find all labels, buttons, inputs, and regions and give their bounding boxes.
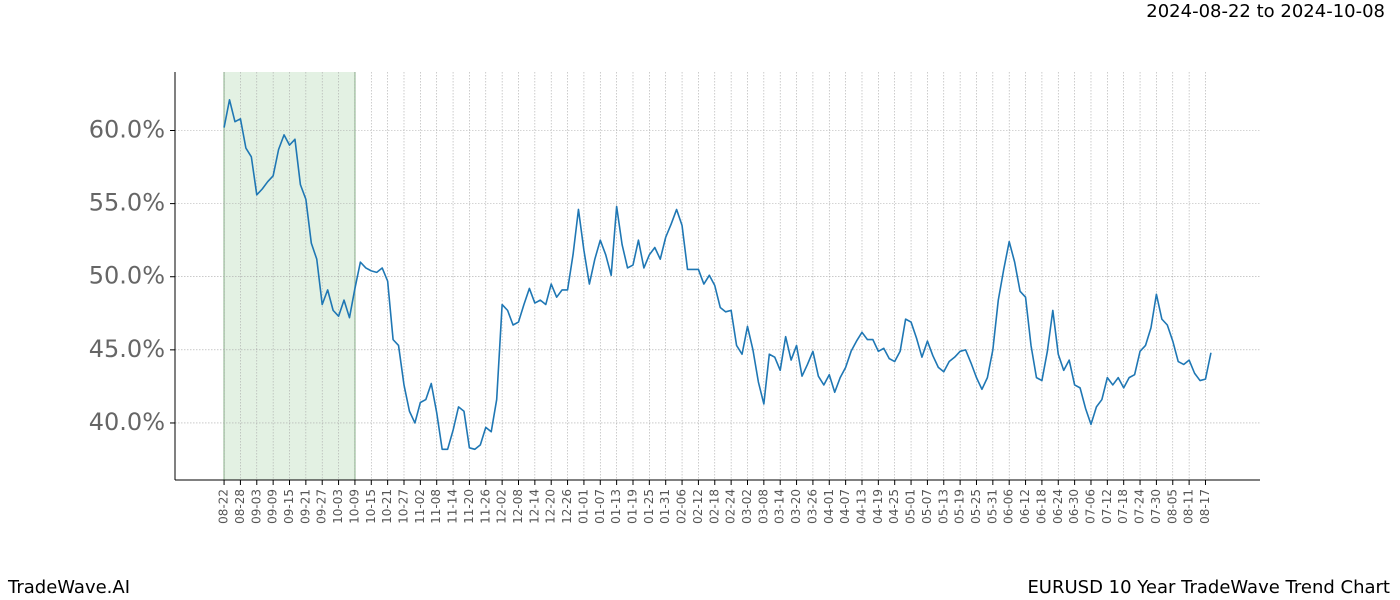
x-tick-label: 06-18	[1034, 489, 1048, 524]
x-tick-label: 11-02	[413, 489, 427, 524]
x-tick-label: 08-22	[217, 489, 231, 524]
x-tick-label: 12-20	[544, 489, 558, 524]
x-tick-label: 01-31	[658, 489, 672, 524]
x-tick-label: 01-25	[642, 489, 656, 524]
y-tick-label: 45.0%	[89, 335, 165, 363]
x-tick-label: 01-07	[593, 489, 607, 524]
x-tick-label: 07-30	[1149, 489, 1163, 524]
x-tick-label: 05-31	[985, 489, 999, 524]
x-tick-label: 06-12	[1018, 489, 1032, 524]
x-tick-label: 03-20	[789, 489, 803, 524]
y-tick-label: 50.0%	[89, 262, 165, 290]
x-tick-label: 07-18	[1116, 489, 1130, 524]
x-tick-label: 04-13	[854, 489, 868, 524]
y-tick-label: 40.0%	[89, 408, 165, 436]
x-tick-label: 05-19	[953, 489, 967, 524]
x-tick-label: 03-14	[773, 489, 787, 524]
x-tick-label: 08-05	[1165, 489, 1179, 524]
x-tick-label: 05-07	[920, 489, 934, 524]
y-tick-label: 60.0%	[89, 115, 165, 143]
x-tick-label: 08-28	[233, 489, 247, 524]
x-tick-label: 03-26	[805, 489, 819, 524]
x-tick-label: 04-01	[822, 489, 836, 524]
x-tick-label: 04-19	[871, 489, 885, 524]
x-tick-label: 06-30	[1067, 489, 1081, 524]
x-tick-label: 10-15	[364, 489, 378, 524]
x-tick-label: 11-08	[429, 489, 443, 524]
x-tick-label: 09-15	[282, 489, 296, 524]
watermark: TradeWave.AI	[7, 577, 130, 598]
x-tick-label: 05-25	[969, 489, 983, 524]
x-tick-label: 12-08	[511, 489, 525, 524]
x-tick-label: 02-24	[724, 489, 738, 524]
line	[223, 98, 1212, 451]
x-tick-label: 10-03	[331, 489, 345, 524]
x-tick-label: 09-27	[315, 489, 329, 524]
x-tick-label: 04-25	[887, 489, 901, 524]
x-tick-label: 07-24	[1133, 489, 1147, 524]
x-tick-label: 10-21	[380, 489, 394, 524]
x-tick-label: 11-14	[446, 489, 460, 524]
x-tick-label: 06-24	[1051, 489, 1065, 524]
x-tick-label: 07-06	[1083, 489, 1097, 524]
x-tick-label: 03-08	[756, 489, 770, 524]
x-tick-label: 11-20	[462, 489, 476, 524]
x-tick-label: 02-06	[675, 489, 689, 524]
x-tick-label: 03-02	[740, 489, 754, 524]
x-tick-label: 07-12	[1100, 489, 1114, 524]
chart-title: EURUSD 10 Year TradeWave Trend Chart	[1027, 577, 1390, 598]
x-tick-label: 08-11	[1182, 489, 1196, 524]
x-tick-label: 01-19	[625, 489, 639, 524]
x-tick-label: 05-01	[904, 489, 918, 524]
x-tick-label: 01-01	[576, 489, 590, 524]
x-tick-label: 06-06	[1002, 489, 1016, 524]
x-tick-label: 01-13	[609, 489, 623, 524]
x-tick-label: 10-27	[396, 489, 410, 524]
x-tick-label: 04-07	[838, 489, 852, 524]
x-tick-label: 10-09	[347, 489, 361, 524]
x-tick-label: 09-03	[249, 489, 263, 524]
x-tick-label: 12-26	[560, 489, 574, 524]
y-tick-label: 55.0%	[89, 189, 165, 217]
x-tick-label: 11-26	[478, 489, 492, 524]
x-tick-label: 09-21	[298, 489, 312, 524]
x-tick-label: 08-17	[1198, 489, 1212, 524]
x-tick-label: 02-12	[691, 489, 705, 524]
x-tick-label: 02-18	[707, 489, 721, 524]
x-tick-label: 05-13	[936, 489, 950, 524]
x-tick-label: 12-14	[527, 489, 541, 524]
x-tick-label: 12-02	[495, 489, 509, 524]
date-range: 2024-08-22 to 2024-10-08	[1146, 1, 1385, 22]
x-tick-label: 09-09	[266, 489, 280, 524]
